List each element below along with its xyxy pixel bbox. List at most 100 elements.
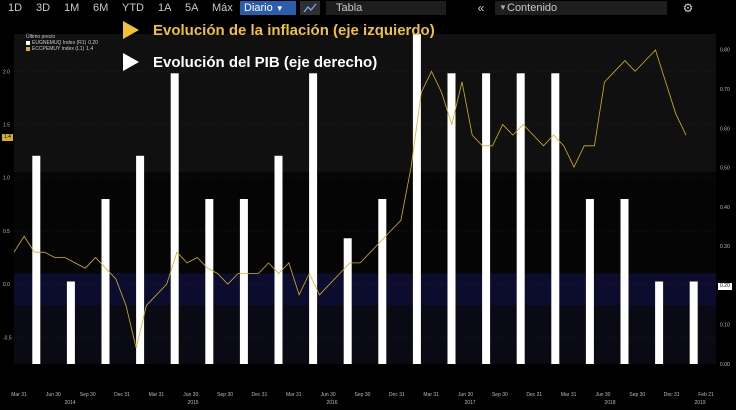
gdp-bar [32,155,41,364]
inflation-annotation: Evolución de la inflación (eje izquierdo… [123,21,435,39]
legend-header: Último precio [26,34,56,40]
legend-swatch [26,47,30,51]
left-axis-tick-label: 2.0 [3,69,10,75]
x-axis-tick-label: Feb 21 [698,392,714,398]
right-axis-tick-label: 0.40 [720,205,730,211]
chart-toolbar: 1D 3D 1M 6M YTD 1A 5A Máx Diario ▼ Tabla… [0,0,736,16]
period-1d-button[interactable]: 1D [8,2,23,14]
gdp-annotation: Evolución del PIB (eje derecho) [123,53,377,71]
x-axis-tick-label: Sep 30 [217,392,233,398]
period-ytd-button[interactable]: YTD [122,2,144,14]
chart-legend: Último precio EUGNEMUQ Index (R1) 0.20 E… [26,34,98,52]
gdp-bar [655,281,664,364]
period-1a-button[interactable]: 1A [158,2,172,14]
right-axis-tick-label: 0.70 [720,87,730,93]
background-band [14,305,716,364]
x-axis-year-label: 2017 [464,400,475,406]
period-max-button[interactable]: Máx [212,2,233,14]
right-axis-tick-label: 0.10 [720,323,730,329]
gdp-bar [274,155,283,364]
x-axis-tick-label: Dec 31 [252,392,268,398]
legend-label: EUGNEMUQ Index (R1) [32,40,87,46]
gdp-bar [516,73,525,365]
gdp-bar [101,199,110,364]
frequency-value: Diario [244,2,273,14]
gdp-bar [170,73,179,365]
x-axis-tick-label: Sep 30 [80,392,96,398]
x-axis-year-label: 2019 [694,400,705,406]
gdp-bar [482,73,491,365]
period-5a-button[interactable]: 5A [185,2,199,14]
period-3d-button[interactable]: 3D [36,2,51,14]
right-axis-tick-label: 0.80 [720,48,730,54]
background-band [14,273,716,306]
x-axis-tick-label: Mar 31 [149,392,165,398]
inflation-gdp-chart: -0.5 0.0 0.5 1.0 1.5 2.0 0.00 0.10 0.20 0.30 0.40 0… [3,34,730,406]
gear-icon[interactable]: ⚙ [682,1,694,15]
contents-label: Contenido [507,2,558,14]
table-view-button[interactable]: Tabla [326,1,446,15]
x-axis-tick-label: Jun 30 [458,392,473,398]
gdp-bar [136,155,145,364]
legend-value: 0.20 [88,40,98,46]
right-axis-last-value-tag: 0.20 [718,283,732,290]
x-axis-tick-label: Mar 31 [11,392,27,398]
frequency-dropdown[interactable]: Diario ▼ [240,1,296,15]
left-axis-tick-label: 0.0 [3,282,10,288]
period-1m-button[interactable]: 1M [64,2,80,14]
gdp-bar [447,73,456,365]
x-axis-tick-label: Sep 30 [492,392,508,398]
contents-panel-button[interactable]: ▼ Contenido [495,1,667,15]
x-axis-year-label: 2015 [187,400,198,406]
caret-down-icon: ▼ [275,4,284,13]
gdp-bar [585,199,594,364]
left-axis-tick-label: 0.5 [3,229,10,235]
x-axis-tick-label: Jun 30 [183,392,198,398]
legend-swatch [26,41,30,45]
period-6m-button[interactable]: 6M [93,2,109,14]
gdp-bar [378,199,387,364]
x-axis-tick-label: Sep 30 [629,392,645,398]
x-axis-tick-label: Mar 31 [561,392,577,398]
x-axis-tick-label: Jun 30 [321,392,336,398]
right-axis-tick-label: 0.50 [720,166,730,172]
x-axis-tick-label: Jun 30 [46,392,61,398]
gdp-annotation-text: Evolución del PIB (eje derecho) [153,53,378,71]
x-axis-tick-label: Dec 31 [114,392,130,398]
x-axis-tick-label: Mar 31 [423,392,439,398]
table-view-label: Tabla [336,2,363,14]
play-arrow-icon [123,53,139,71]
gdp-bar [309,73,318,365]
x-axis-tick-label: Dec 31 [526,392,542,398]
x-axis-tick-label: Jun 30 [595,392,610,398]
left-axis-last-value-tag: 1.4 [2,134,13,141]
inflation-line [13,49,687,349]
chevron-down-icon: ▼ [499,3,507,12]
right-axis-tick-label: 0.30 [720,244,730,250]
double-chevron-left-icon[interactable]: « [477,1,485,15]
x-axis-tick-label: Mar 31 [286,392,302,398]
chart-area: -0.5 0.0 0.5 1.0 1.5 2.0 0.00 0.10 0.20 0.30 0.40 0… [0,16,736,410]
x-axis-tick-label: Dec 31 [389,392,405,398]
left-axis-tick-label: 1.0 [3,176,10,182]
gdp-bar [689,281,698,364]
gdp-bar [239,199,248,364]
right-axis-tick-label: 0.00 [720,362,730,368]
gdp-bar [66,281,75,364]
gdp-bar [620,199,629,364]
left-axis-tick-label: 1.5 [3,122,10,128]
x-axis-tick-label: Dec 31 [664,392,680,398]
inflation-annotation-text: Evolución de la inflación (eje izquierdo… [153,21,435,39]
x-axis-year-label: 2018 [604,400,615,406]
legend-item-gdp: EUGNEMUQ Index (R1) 0.20 [26,40,98,46]
line-chart-view-button[interactable] [300,1,320,15]
x-axis-year-label: 2014 [64,400,75,406]
gdp-bar [343,238,352,364]
right-axis-tick-label: 0.60 [720,126,730,132]
legend-label: ECCPEMUY Index (L1) [32,46,85,52]
legend-item-inflation: ECCPEMUY Index (L1) 1.4 [26,46,98,52]
x-axis-tick-label: Sep 30 [355,392,371,398]
gdp-bar [412,34,421,364]
left-axis-tick-label: -0.5 [3,335,12,341]
gdp-bar [205,199,214,364]
